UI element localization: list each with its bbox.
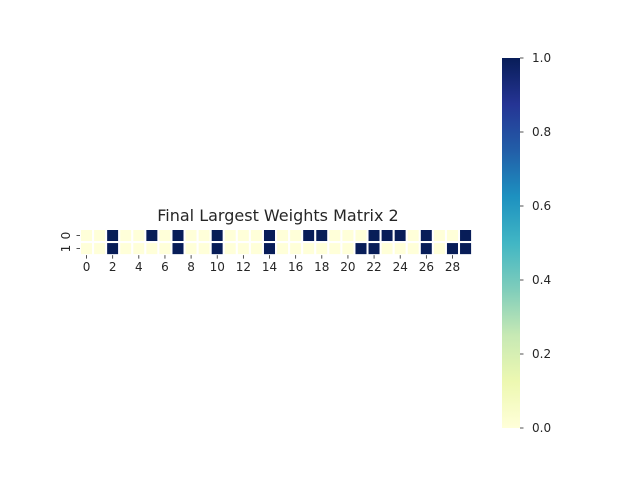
heatmap-cell: [418, 241, 434, 257]
heatmap-cell: [222, 228, 238, 244]
colorbar-tick-label: 1.0: [532, 51, 551, 65]
heatmap-cell: [431, 228, 447, 244]
colorbar-tick-label: 0.6: [532, 199, 551, 213]
colorbar: [502, 58, 520, 428]
x-tick-label: 20: [340, 260, 355, 274]
heatmap-cell: [327, 241, 343, 257]
heatmap-cell: [405, 241, 421, 257]
x-tick-label: 0: [83, 260, 91, 274]
x-tick-label: 4: [135, 260, 143, 274]
heatmap-cell: [157, 228, 173, 244]
heatmap-cell: [222, 241, 238, 257]
colorbar-tick-label: 0.8: [532, 125, 551, 139]
heatmap-cell: [131, 241, 147, 257]
colorbar-tick-label: 0.4: [532, 273, 551, 287]
heatmap-cell: [431, 241, 447, 257]
heatmap-cell: [92, 228, 108, 244]
heatmap-cell: [418, 228, 434, 244]
x-axis-ticks: 0 2 4 6 8 10 12 14 16 18 20 22 24 26 28: [83, 255, 460, 274]
heatmap-cell: [392, 241, 408, 257]
heatmap-cell: [261, 241, 278, 257]
heatmap-cell: [118, 241, 134, 257]
y-tick-label: 0: [59, 232, 73, 240]
x-tick-label: 14: [262, 260, 277, 274]
heatmap-cell: [275, 241, 291, 257]
heatmap-cell: [379, 241, 395, 257]
heatmap-cell: [392, 228, 408, 244]
x-tick-label: 10: [210, 260, 225, 274]
x-tick-label: 18: [314, 260, 329, 274]
heatmap-cell: [444, 228, 461, 244]
heatmap-cell: [301, 228, 317, 244]
heatmap-cell: [196, 228, 212, 244]
heatmap-cell: [444, 241, 461, 257]
x-tick-label: 8: [187, 260, 195, 274]
heatmap-cells: [79, 228, 474, 257]
heatmap-cell: [301, 241, 317, 257]
heatmap-cell: [183, 241, 199, 257]
heatmap-cell: [157, 241, 173, 257]
heatmap-cell: [170, 241, 186, 257]
heatmap-cell: [92, 241, 108, 257]
heatmap-cell: [314, 228, 330, 244]
heatmap-cell: [458, 228, 474, 244]
heatmap-cell: [327, 228, 343, 244]
x-tick-label: 24: [393, 260, 408, 274]
colorbar-tick-label: 0.2: [532, 347, 551, 361]
heatmap-cell: [366, 228, 382, 244]
heatmap-cell: [340, 228, 356, 244]
colorbar-ticks: 0.0 0.2 0.4 0.6 0.8 1.0: [520, 51, 551, 435]
x-tick-label: 6: [161, 260, 169, 274]
heatmap-cell: [248, 228, 264, 244]
heatmap-cell: [209, 241, 225, 257]
y-tick-label: 1: [59, 245, 73, 253]
heatmap-cell: [353, 241, 369, 257]
heatmap-cell: [353, 228, 369, 244]
heatmap-cell: [170, 228, 186, 244]
heatmap-cell: [183, 228, 199, 244]
heatmap-cell: [405, 228, 421, 244]
heatmap-cell: [196, 241, 212, 257]
y-axis-ticks: 01: [59, 232, 80, 253]
heatmap-cell: [105, 241, 121, 257]
heatmap-cell: [288, 228, 304, 244]
x-tick-label: 12: [236, 260, 251, 274]
heatmap-cell: [366, 241, 382, 257]
heatmap-cell: [79, 228, 95, 244]
heatmap-cell: [79, 241, 95, 257]
heatmap-cell: [118, 228, 134, 244]
colorbar-tick-label: 0.0: [532, 421, 551, 435]
heatmap-cell: [288, 241, 304, 257]
heatmap-cell: [340, 241, 356, 257]
heatmap-cell: [235, 228, 251, 244]
heatmap-cell: [275, 228, 291, 244]
heatmap-cell: [458, 241, 474, 257]
heatmap-cell: [209, 228, 225, 244]
heatmap-cell: [235, 241, 251, 257]
heatmap-cell: [379, 228, 395, 244]
x-tick-label: 16: [288, 260, 303, 274]
x-tick-label: 28: [445, 260, 460, 274]
x-tick-label: 22: [366, 260, 381, 274]
heatmap-cell: [105, 228, 121, 244]
chart-title: Final Largest Weights Matrix 2: [157, 206, 398, 225]
heatmap-cell: [248, 241, 264, 257]
heatmap-cell: [144, 241, 160, 257]
heatmap-cell: [314, 241, 330, 257]
heatmap-cell: [131, 228, 147, 244]
x-tick-label: 2: [109, 260, 117, 274]
heatmap-cell: [144, 228, 160, 244]
x-tick-label: 26: [419, 260, 434, 274]
heatmap-cell: [261, 228, 278, 244]
